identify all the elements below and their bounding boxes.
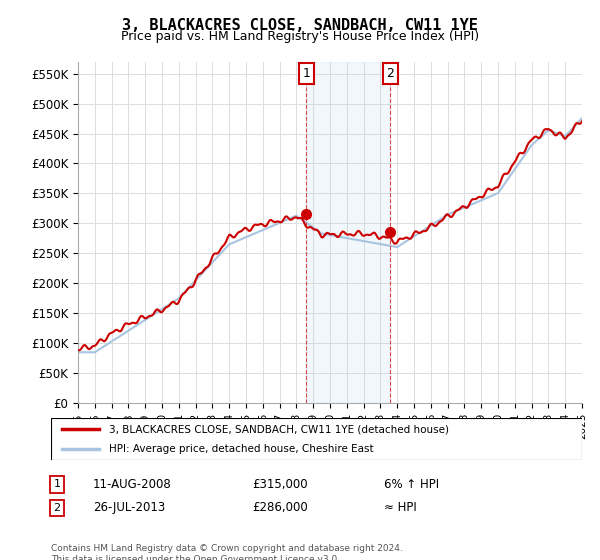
Text: HPI: Average price, detached house, Cheshire East: HPI: Average price, detached house, Ches…: [109, 445, 374, 454]
Text: £315,000: £315,000: [252, 478, 308, 491]
Text: Contains HM Land Registry data © Crown copyright and database right 2024.
This d: Contains HM Land Registry data © Crown c…: [51, 544, 403, 560]
Text: 26-JUL-2013: 26-JUL-2013: [93, 501, 165, 515]
Text: 11-AUG-2008: 11-AUG-2008: [93, 478, 172, 491]
Text: 1: 1: [53, 479, 61, 489]
Text: 1: 1: [302, 67, 310, 80]
Text: Price paid vs. HM Land Registry's House Price Index (HPI): Price paid vs. HM Land Registry's House …: [121, 30, 479, 43]
Text: 3, BLACKACRES CLOSE, SANDBACH, CW11 1YE (detached house): 3, BLACKACRES CLOSE, SANDBACH, CW11 1YE …: [109, 424, 449, 435]
FancyBboxPatch shape: [51, 418, 582, 460]
Text: 6% ↑ HPI: 6% ↑ HPI: [384, 478, 439, 491]
Text: 3, BLACKACRES CLOSE, SANDBACH, CW11 1YE: 3, BLACKACRES CLOSE, SANDBACH, CW11 1YE: [122, 18, 478, 33]
Text: 2: 2: [53, 503, 61, 513]
Text: 2: 2: [386, 67, 394, 80]
Text: £286,000: £286,000: [252, 501, 308, 515]
Bar: [307, 62, 391, 403]
Text: ≈ HPI: ≈ HPI: [384, 501, 417, 515]
